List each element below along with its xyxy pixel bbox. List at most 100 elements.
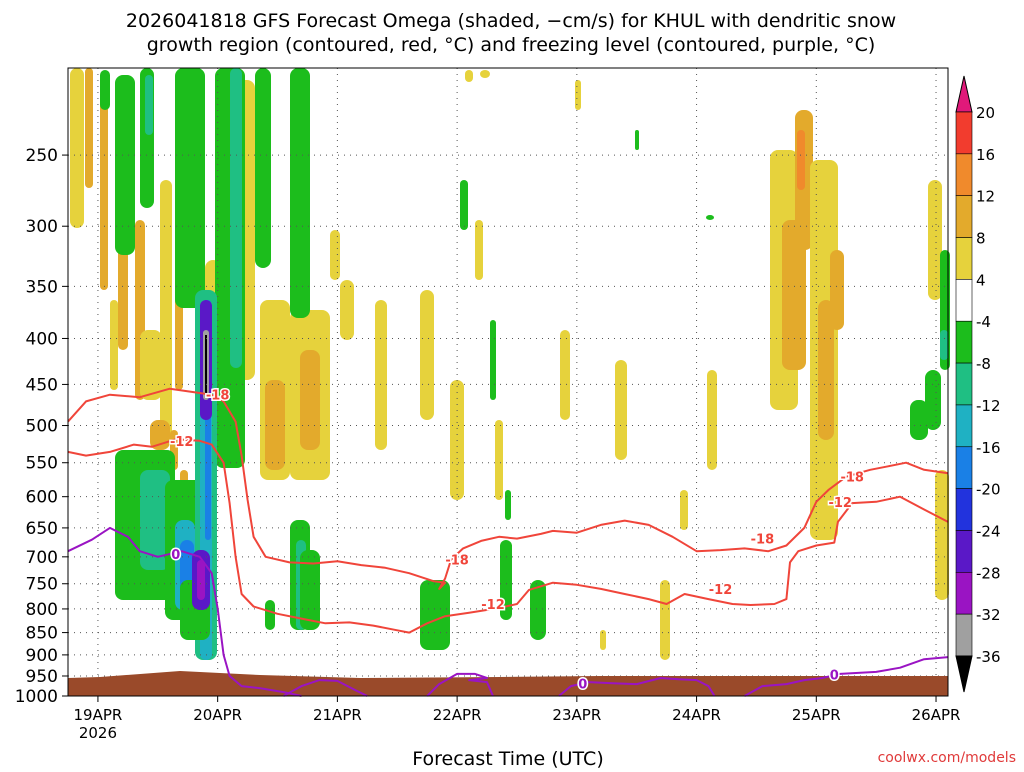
colorbar-label: 20 (976, 104, 995, 122)
y-tick-label: 400 (26, 329, 58, 349)
contour-line (67, 526, 302, 697)
omega-blob (505, 490, 511, 520)
omega-blob (115, 75, 135, 255)
omega-blob (330, 230, 340, 280)
colorbar-label: -28 (976, 564, 1001, 582)
x-tick-label: 22APR (433, 706, 482, 724)
colorbar-label: -24 (976, 522, 1001, 540)
omega-blob (230, 68, 242, 368)
omega-blob (500, 540, 512, 620)
omega-blob (797, 130, 805, 190)
omega-blob (432, 600, 448, 650)
contour-label-red: -18 (445, 554, 469, 569)
omega-blob (818, 300, 834, 440)
colorbar-swatch (955, 320, 973, 364)
x-tick-label: 20APR (193, 706, 242, 724)
y-tick-label: 600 (26, 488, 58, 508)
colorbar-legend: 20 16 12 8 4 -4 -8 -12 -16 -20 -24 -28 -32 -36 (955, 75, 1001, 693)
colorbar-label: 8 (976, 230, 986, 248)
omega-blob (100, 70, 110, 110)
x-tick-label: 25APR (792, 706, 841, 724)
x-tick-label: 26APR (912, 706, 961, 724)
colorbar-bottom-arrow (955, 655, 973, 693)
y-tick-label: 450 (26, 375, 58, 395)
colorbar-swatch (955, 195, 973, 238)
colorbar-top-arrow (955, 75, 973, 113)
omega-blob (830, 250, 844, 330)
colorbar-label: 16 (976, 146, 995, 164)
chart-title-line-1: 2026041818 GFS Forecast Omega (shaded, −… (126, 10, 896, 32)
contour-line (283, 679, 368, 697)
omega-blob (140, 330, 162, 400)
colorbar-swatch (955, 111, 973, 155)
omega-blob (265, 600, 275, 630)
omega-blob (205, 335, 207, 395)
y-tick-label: 350 (26, 277, 58, 297)
omega-blob (635, 130, 639, 150)
contour-line (67, 438, 949, 634)
omega-blob (375, 300, 387, 450)
colorbar-swatch (955, 279, 973, 322)
contour-line (558, 677, 716, 697)
omega-blob (465, 70, 473, 82)
omega-blob (140, 470, 170, 570)
y-axis: 2503003504004505005506006507007508008509… (15, 146, 68, 707)
contour-label-purple: 0 (830, 668, 839, 683)
y-tick-label: 700 (26, 548, 58, 568)
contour-label-red: -12 (170, 435, 194, 450)
omega-blob (782, 220, 806, 370)
omega-blob (265, 380, 285, 470)
contour-labels: -18 -12 -18 -12 -18 -12 -18 -12 0 0 0 (168, 387, 865, 694)
terrain-layer (68, 671, 948, 696)
colorbar-swatch (955, 153, 973, 196)
omega-blob (420, 290, 434, 420)
omega-blob (660, 580, 670, 660)
omega-blob (100, 90, 108, 290)
contour-label-red: -18 (751, 533, 775, 548)
omega-blob (910, 400, 928, 440)
colorbar-swatch (955, 404, 973, 448)
contour-label-red: -12 (481, 598, 505, 613)
terrain-area (68, 671, 948, 696)
colorbar-label: -36 (976, 648, 1001, 666)
colorbar-label: -16 (976, 439, 1001, 457)
y-tick-label: 250 (26, 146, 58, 166)
colorbar-label: 12 (976, 188, 995, 206)
contour-label-red: -12 (828, 496, 852, 511)
omega-blob (925, 370, 941, 430)
omega-blob (560, 330, 570, 420)
x-axis-title: Forecast Time (UTC) (412, 748, 603, 768)
contour-lines (67, 387, 949, 697)
contour-line (426, 672, 494, 697)
omega-blob (575, 80, 581, 110)
omega-blob (175, 68, 205, 308)
contour-label-red: -18 (206, 389, 230, 404)
omega-blob (160, 180, 172, 440)
omega-blob (706, 215, 714, 220)
y-tick-label: 650 (26, 519, 58, 539)
omega-blob (70, 68, 84, 228)
x-axis: 19APR 20APR 21APR 22APR 23APR 24APR 25APR 26APR… (74, 696, 961, 742)
plot-frame (67, 67, 949, 697)
omega-blob (85, 68, 93, 188)
x-tick-label: 21APR (313, 706, 362, 724)
contour-label-red: -18 (840, 471, 864, 486)
omega-blob (110, 300, 118, 390)
omega-shading (70, 68, 950, 660)
y-tick-label: 500 (26, 417, 58, 437)
y-tick-label: 300 (26, 217, 58, 237)
omega-blob (935, 470, 949, 600)
omega-blob (145, 75, 153, 135)
omega-blob (340, 280, 354, 340)
contour-label-purple: 0 (578, 677, 587, 692)
colorbar-label: -4 (976, 313, 991, 331)
colorbar-label: -8 (976, 355, 991, 373)
omega-blob (475, 220, 483, 280)
chart-title-line-2: growth region (contoured, red, °C) and f… (147, 34, 876, 56)
omega-blob (460, 180, 468, 230)
colorbar-label: -12 (976, 397, 1001, 415)
omega-blob (255, 68, 271, 268)
omega-blob (707, 370, 717, 470)
omega-blob (680, 490, 688, 530)
